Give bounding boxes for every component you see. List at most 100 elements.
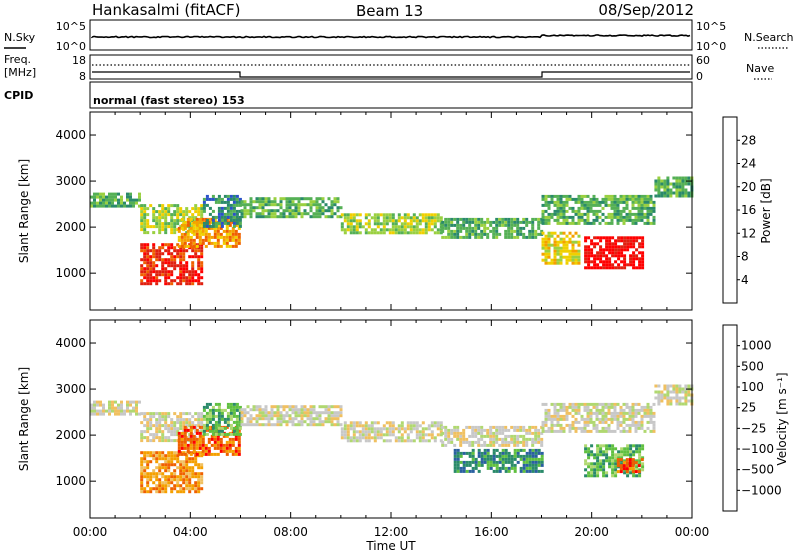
heatmap-cell xyxy=(595,426,599,430)
heatmap-cell xyxy=(453,443,457,447)
heatmap-cell xyxy=(586,429,590,433)
heatmap-cell xyxy=(394,225,398,229)
heatmap-cell xyxy=(235,414,239,418)
heatmap-cell xyxy=(226,221,230,225)
heatmap-cell xyxy=(646,408,650,412)
heatmap-cell xyxy=(483,451,487,455)
heatmap-cell xyxy=(459,451,463,455)
heatmap-cell xyxy=(238,200,242,204)
heatmap-cell xyxy=(547,426,551,430)
heatmap-cell xyxy=(219,440,223,444)
heatmap-cell xyxy=(614,462,618,466)
heatmap-cell xyxy=(640,405,644,409)
heatmap-cell xyxy=(264,197,268,201)
heatmap-cell xyxy=(622,209,626,213)
heatmap-cell xyxy=(297,200,301,204)
heatmap-cell xyxy=(462,434,466,438)
heatmap-cell xyxy=(622,417,626,421)
heatmap-cell xyxy=(285,215,289,219)
heatmap-cell xyxy=(231,232,235,236)
heatmap-cell xyxy=(528,431,532,435)
heatmap-cell xyxy=(601,414,605,418)
heatmap-cell xyxy=(568,194,572,198)
heatmap-cell xyxy=(663,384,667,388)
heatmap-cell xyxy=(622,420,626,424)
heatmap-cell xyxy=(182,213,186,217)
heatmap-cell xyxy=(489,443,493,447)
heatmap-cell xyxy=(152,255,156,259)
heatmap-cell xyxy=(140,267,144,271)
heatmap-cell xyxy=(550,212,554,216)
heatmap-cell xyxy=(495,466,499,470)
heatmap-cell xyxy=(391,427,395,431)
heatmap-cell xyxy=(604,414,608,418)
heatmap-cell xyxy=(453,223,457,227)
heatmap-cell xyxy=(194,204,198,208)
heatmap-cell xyxy=(182,222,186,226)
heatmap-cell xyxy=(117,204,120,208)
heatmap-cell xyxy=(418,439,422,443)
heatmap-cell xyxy=(238,408,242,412)
heatmap-cell xyxy=(195,428,199,432)
heatmap-cell xyxy=(587,266,591,270)
heatmap-cell xyxy=(687,390,691,394)
heatmap-cell xyxy=(547,237,551,241)
heatmap-cell xyxy=(474,226,478,230)
heatmap-cell xyxy=(613,411,617,415)
heatmap-cell xyxy=(240,420,244,424)
heatmap-cell xyxy=(430,228,434,232)
heatmap-cell xyxy=(516,223,520,227)
heatmap-cell xyxy=(146,222,150,226)
heatmap-cell xyxy=(330,200,334,204)
heatmap-cell xyxy=(571,234,575,238)
heatmap-cell xyxy=(140,279,144,283)
heatmap-cell xyxy=(291,408,295,412)
heatmap-cell xyxy=(191,255,195,259)
heatmap-cell xyxy=(204,449,208,453)
heatmap-cell xyxy=(568,221,572,225)
heatmap-cell xyxy=(574,209,578,213)
heatmap-cell xyxy=(258,200,262,204)
colorbar-frame xyxy=(722,324,738,512)
heatmap-cell xyxy=(501,457,505,461)
heatmap-cell xyxy=(188,273,192,277)
heatmap-cell xyxy=(495,469,499,473)
heatmap-cell xyxy=(504,460,508,464)
heatmap-cell xyxy=(638,468,642,472)
heatmap-cell xyxy=(179,421,183,425)
heatmap-cell xyxy=(211,411,215,415)
heatmap-cell xyxy=(111,201,114,205)
heatmap-cell xyxy=(217,432,221,436)
heatmap-cell xyxy=(214,420,218,424)
heatmap-cell xyxy=(646,206,650,210)
heatmap-cell xyxy=(126,409,129,413)
heatmap-cell xyxy=(220,417,224,421)
heatmap-cell xyxy=(140,430,144,434)
heatmap-cell xyxy=(358,424,362,428)
heatmap-cell xyxy=(547,194,551,198)
heatmap-cell xyxy=(611,254,615,258)
heatmap-cell xyxy=(453,454,457,458)
heatmap-cell xyxy=(684,396,688,400)
heatmap-cell xyxy=(379,228,383,232)
heatmap-cell xyxy=(232,432,236,436)
heatmap-cell xyxy=(352,433,356,437)
heatmap-cell xyxy=(507,428,511,432)
heatmap-cell xyxy=(189,244,193,248)
heatmap-cell xyxy=(346,436,350,440)
heatmap-cell xyxy=(385,228,389,232)
heatmap-cell xyxy=(149,261,153,265)
heatmap-cell xyxy=(638,453,642,457)
heatmap-cell xyxy=(261,414,265,418)
heatmap-cell xyxy=(164,436,168,440)
heatmap-cell xyxy=(400,436,404,440)
heatmap-cell xyxy=(385,216,389,220)
heatmap-cell xyxy=(589,411,593,415)
heatmap-cell xyxy=(646,197,650,201)
heatmap-cell xyxy=(232,215,236,219)
heatmap-cell xyxy=(192,434,196,438)
heatmap-cell xyxy=(504,457,508,461)
heatmap-cell xyxy=(198,437,202,441)
heatmap-cell xyxy=(623,236,627,240)
heatmap-cell xyxy=(158,490,162,494)
